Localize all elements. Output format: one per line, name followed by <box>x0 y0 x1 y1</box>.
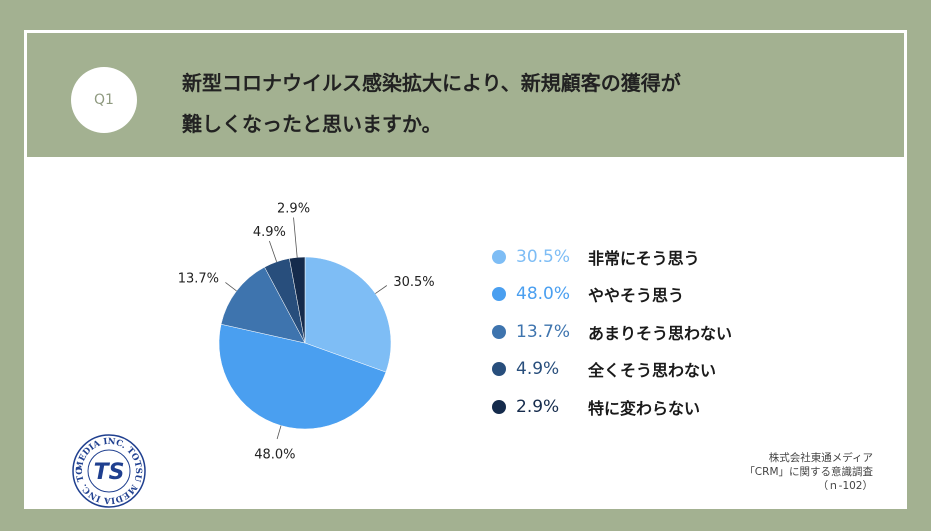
legend-label: 全くそう思わない <box>588 361 717 381</box>
legend-percentage: 30.5% <box>516 246 571 267</box>
question-number: Q1 <box>94 92 114 108</box>
legend-item: 13.7% あまりそう思わない <box>492 313 732 351</box>
legend-swatch <box>492 399 506 414</box>
pie-slice-label: 30.5% <box>393 275 434 290</box>
question-title-line-1: 新型コロナウイルス感染拡大により、新規顧客の獲得が <box>182 71 681 95</box>
legend-item: 2.9% 特に変わらない <box>492 388 732 426</box>
legend-label: 非常にそう思う <box>588 248 700 268</box>
pie-slice <box>289 256 306 344</box>
pie-slice-label: 48.0% <box>254 448 295 463</box>
logo-mark: TS <box>94 460 125 485</box>
result-card: Q1 新型コロナウイルス感染拡大により、新規顧客の獲得が 難しくなったと思います… <box>24 30 907 509</box>
legend-item: 30.5% 非常にそう思う <box>492 238 732 276</box>
legend-swatch <box>492 324 506 339</box>
pie-leader-line <box>293 217 298 258</box>
pie-leader-line <box>375 285 388 294</box>
source-line-3: （ｎ-102） <box>817 480 873 492</box>
legend-percentage: 13.7% <box>516 321 571 342</box>
legend-swatch <box>492 249 506 264</box>
legend-percentage: 48.0% <box>516 284 571 305</box>
legend-percentage: 4.9% <box>516 359 560 380</box>
pie-leader-line <box>268 240 278 262</box>
legend-label: ややそう思う <box>588 286 685 306</box>
question-title-line-2: 難しくなったと思いますか。 <box>182 112 442 136</box>
legend-item: 48.0% ややそう思う <box>492 276 732 314</box>
chart-legend: 30.5% 非常にそう思う 48.0% ややそう思う 13.7% あまりそう思わない 4.9… <box>492 238 732 426</box>
source-line-2: 「CRM」に関する意識調査 <box>744 466 873 478</box>
pie-slice-label: 4.9% <box>253 225 286 240</box>
source-line-1: 株式会社東通メディア <box>768 452 873 464</box>
totsu-media-logo: MEDIA INC. TOTSU MEDIA INC. TOTSU TS <box>71 433 146 508</box>
legend-label: あまりそう思わない <box>588 323 733 343</box>
pie-slice-label: 2.9% <box>277 202 310 217</box>
question-title: 新型コロナウイルス感染拡大により、新規顧客の獲得が 難しくなったと思いますか。 <box>182 63 822 145</box>
legend-swatch <box>492 287 506 302</box>
pie-leader-line <box>276 425 282 440</box>
pie-slice-label: 13.7% <box>178 272 219 287</box>
legend-item: 4.9% 全くそう思わない <box>492 351 732 389</box>
legend-label: 特に変わらない <box>588 398 701 418</box>
question-number-badge: Q1 <box>71 67 137 133</box>
legend-percentage: 2.9% <box>516 396 560 417</box>
pie-leader-line <box>225 282 237 292</box>
source-note: 株式会社東通メディア 「CRM」に関する意識調査 （ｎ-102） <box>744 451 873 493</box>
legend-swatch <box>492 362 506 377</box>
pie-chart: 30.5% 48.0% 13.7% 4.9% 2.9% <box>178 202 435 463</box>
question-header: Q1 新型コロナウイルス感染拡大により、新規顧客の獲得が 難しくなったと思います… <box>24 30 907 160</box>
